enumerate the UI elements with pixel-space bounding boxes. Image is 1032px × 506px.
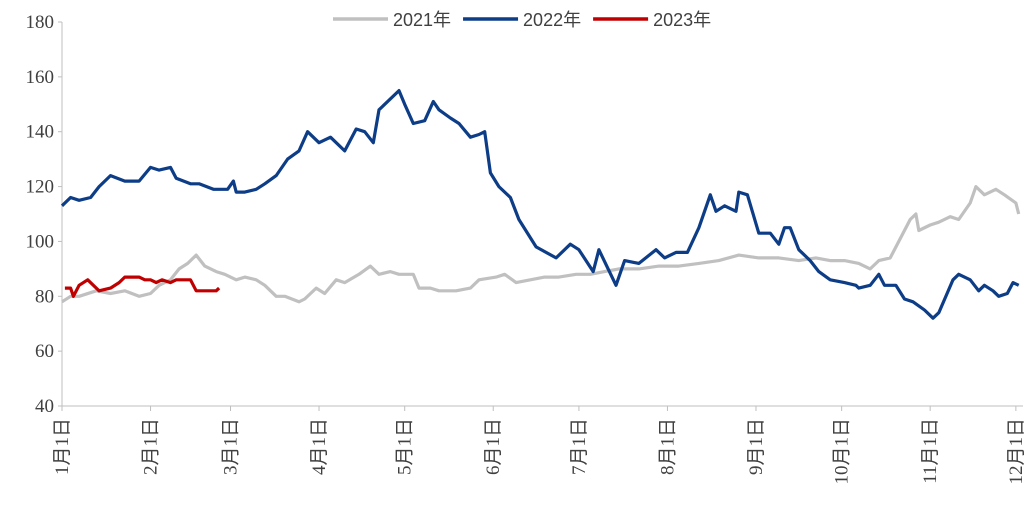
x-tick-label: 9月1日 — [746, 418, 767, 475]
series-line — [61, 185, 1021, 304]
y-tick-label: 100 — [26, 231, 55, 252]
x-tick-label: 10月1日 — [832, 418, 853, 485]
x-tick-label: 6月1日 — [483, 418, 504, 475]
x-tick-label: 8月1日 — [657, 418, 678, 475]
y-tick-label: 120 — [26, 177, 55, 198]
series-line — [60, 89, 1020, 320]
x-tick-label: 3月1日 — [220, 418, 241, 475]
x-tick-label: 7月1日 — [569, 418, 590, 475]
x-tick-label: 4月1日 — [309, 418, 330, 475]
y-tick-label: 180 — [26, 12, 55, 33]
x-tick-label: 11月1日 — [920, 418, 941, 484]
x-tick-label: 1月1日 — [52, 418, 73, 475]
x-tick-label: 12月1日 — [1006, 418, 1027, 485]
y-tick-label: 80 — [35, 286, 54, 307]
y-tick-label: 60 — [35, 341, 54, 362]
x-tick-label: 5月1日 — [395, 418, 416, 475]
legend: 2021年 2022年 2023年 — [333, 10, 711, 30]
x-tick-label: 2月1日 — [141, 418, 162, 475]
series-line — [64, 275, 221, 298]
legend-label: 2021年 — [393, 10, 451, 30]
y-tick-label: 160 — [26, 67, 55, 88]
legend-label: 2022年 — [523, 10, 581, 30]
y-tick-label: 140 — [26, 122, 55, 143]
y-tick-label: 40 — [35, 396, 54, 417]
legend-label: 2023年 — [653, 10, 711, 30]
